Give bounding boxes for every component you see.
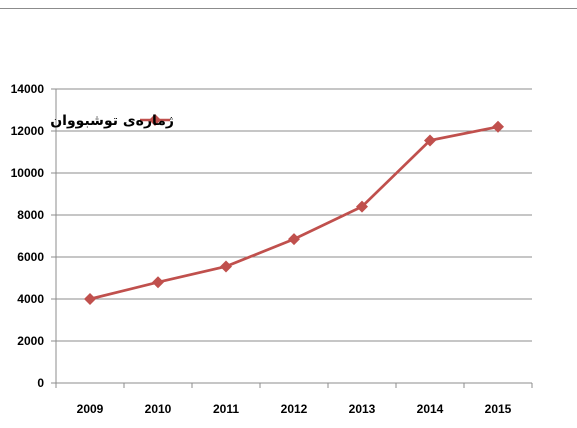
- data-point-marker: [492, 120, 504, 133]
- x-tick-labels: 2009 2010 2011 2012 2013 2014 2015: [55, 383, 533, 416]
- y-tick-label: 0: [37, 376, 44, 390]
- data-point-marker: [356, 200, 368, 213]
- x-tick-label: 2010: [145, 402, 172, 416]
- top-border-line: [0, 8, 577, 9]
- y-tick-label: 8000: [17, 208, 44, 222]
- x-tick-label: 2015: [485, 402, 512, 416]
- y-tick-labels: 0 2000 4000 6000 8000 10000 12000 14000: [11, 82, 56, 390]
- x-tick-label: 2013: [349, 402, 376, 416]
- data-point-marker: [84, 293, 96, 305]
- x-tick-label: 2012: [281, 402, 308, 416]
- y-tick-label: 4000: [17, 292, 44, 306]
- x-tick-label: 2014: [417, 402, 444, 416]
- data-point-marker: [288, 233, 300, 246]
- x-tick-label: 2011: [213, 402, 239, 416]
- legend-marker-swatch: [149, 114, 161, 126]
- gridlines: [56, 88, 532, 342]
- data-point-marker: [152, 276, 164, 289]
- data-point-marker: [220, 260, 232, 273]
- y-tick-label: 10000: [11, 166, 45, 180]
- y-tick-label: 12000: [11, 124, 45, 138]
- legend: ژمارەی توشبووان: [50, 113, 174, 129]
- data-point-marker: [424, 134, 436, 147]
- legend-label: ژمارەی توشبووان: [50, 113, 174, 129]
- y-tick-label: 14000: [11, 82, 45, 96]
- series-group: [84, 120, 504, 305]
- y-tick-label: 6000: [17, 250, 44, 264]
- series-line: [89, 125, 499, 301]
- y-tick-label: 2000: [17, 334, 44, 348]
- x-tick-label: 2009: [77, 402, 104, 416]
